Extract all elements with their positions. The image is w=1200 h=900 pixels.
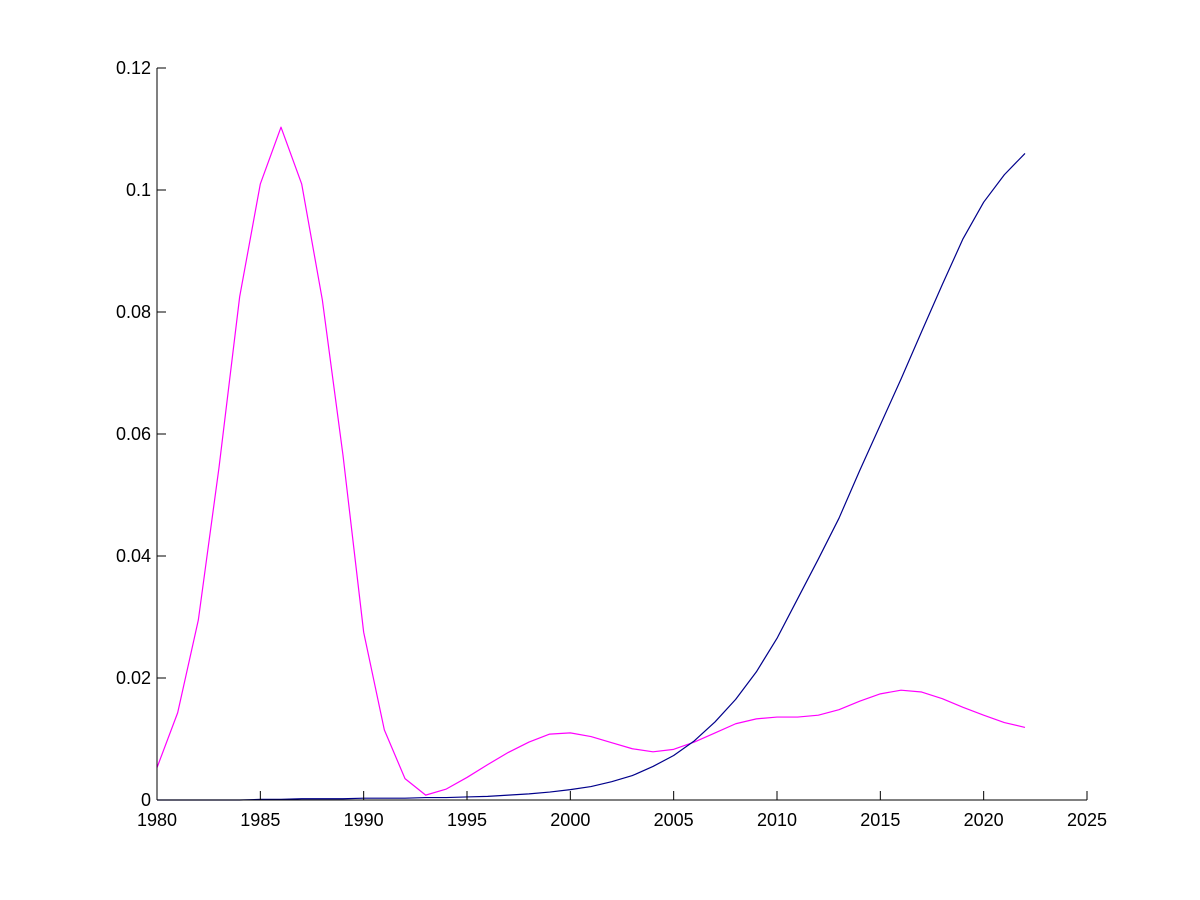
y-tick-label: 0.04 xyxy=(116,546,151,566)
series-line-2 xyxy=(157,152,1026,801)
y-tick-label: 0.06 xyxy=(116,424,151,444)
x-tick-label: 2005 xyxy=(654,810,694,830)
x-tick-label: 1985 xyxy=(240,810,280,830)
y-tick-label: 0.02 xyxy=(116,668,151,688)
y-tick-label: 0.08 xyxy=(116,302,151,322)
y-tick-label: 0.12 xyxy=(116,58,151,78)
y-tick-label: 0 xyxy=(141,790,151,810)
y-tick-label: 0.1 xyxy=(126,180,151,200)
x-tick-label: 2025 xyxy=(1067,810,1107,830)
x-tick-label: 2015 xyxy=(860,810,900,830)
x-tick-label: 1995 xyxy=(447,810,487,830)
series-line-1 xyxy=(156,126,1026,796)
x-tick-label: 1990 xyxy=(344,810,384,830)
x-tick-label: 1980 xyxy=(137,810,177,830)
x-tick-label: 2010 xyxy=(757,810,797,830)
x-tick-label: 2020 xyxy=(964,810,1004,830)
x-tick-label: 2000 xyxy=(550,810,590,830)
series-layer xyxy=(156,126,1026,801)
axes-layer: 1980 1985 1990 1995 2000 2005 2010 2015 2020 2025… xyxy=(116,58,1107,830)
